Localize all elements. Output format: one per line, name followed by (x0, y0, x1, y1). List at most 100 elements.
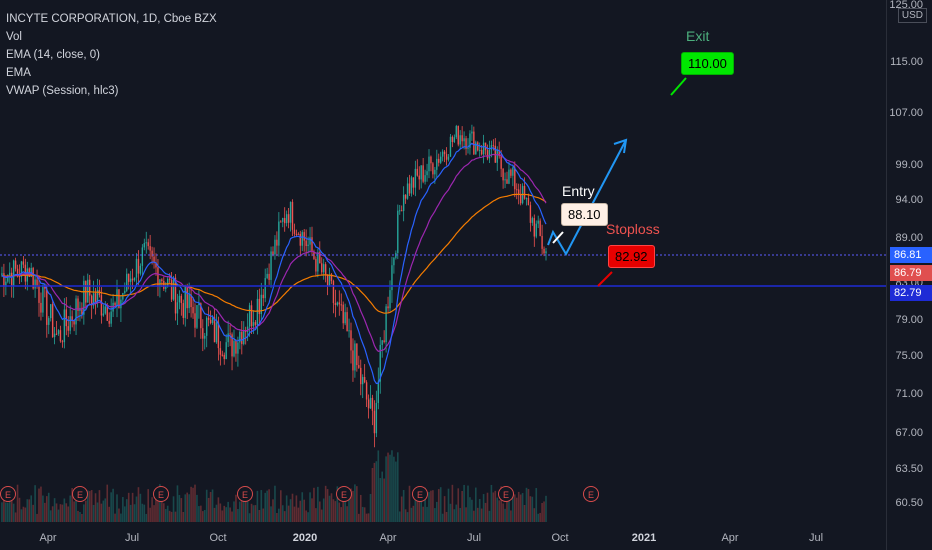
volume-bar (227, 501, 229, 522)
volume-bar (443, 496, 446, 522)
candle-body (500, 156, 502, 169)
price-axis[interactable]: USD 125.00 115.00 107.00 99.00 94.00 89.… (886, 0, 932, 550)
candle-body (525, 198, 528, 200)
candle-body (301, 232, 303, 246)
time-tick: Apr (39, 532, 57, 544)
candle-body (207, 317, 210, 320)
currency-label[interactable]: USD (897, 8, 927, 23)
candle-body (73, 321, 75, 325)
earnings-icon[interactable]: E (72, 486, 88, 502)
candle-body (287, 214, 290, 223)
volume-bar (358, 513, 360, 522)
candle-body (102, 313, 105, 316)
candle-body (377, 381, 379, 403)
candle-body (237, 342, 239, 354)
volume-bar (254, 505, 257, 522)
indicator-vwap[interactable]: VWAP (Session, hlc3) (6, 85, 119, 97)
stoploss-value-box[interactable]: 82.92 (608, 245, 655, 268)
candle-body (204, 335, 206, 339)
volume-bar (114, 513, 116, 522)
candle-body (479, 150, 481, 152)
earnings-icon[interactable]: E (498, 486, 514, 502)
exit-value-box[interactable]: 110.00 (681, 52, 734, 75)
volume-bar (510, 510, 512, 522)
candle-body (252, 322, 255, 327)
volume-bar (424, 487, 426, 522)
volume-bar (276, 512, 278, 522)
candle-body (317, 252, 319, 272)
price-tick: 89.00 (895, 232, 923, 244)
candle-body (389, 290, 391, 309)
earnings-icon[interactable]: E (237, 486, 253, 502)
volume-bar (283, 511, 286, 522)
candle-body (367, 399, 370, 409)
candle-body (328, 274, 331, 287)
volume-bar (467, 485, 469, 522)
volume-bar (215, 504, 218, 522)
volume-bar (363, 507, 366, 522)
volume-bar (330, 493, 333, 522)
candle-body (512, 167, 514, 176)
symbol-title[interactable]: INCYTE CORPORATION, 1D, Cboe BZX (6, 13, 217, 25)
candle-body (326, 275, 329, 287)
candle-body (350, 330, 352, 351)
time-axis[interactable]: Apr Jul Oct 2020 Apr Jul Oct 2021 Apr Ju… (0, 522, 886, 550)
price-tick: 75.00 (895, 350, 923, 362)
volume-bar (295, 495, 298, 522)
volume-bar (198, 506, 200, 522)
price-tick: 115.00 (890, 56, 923, 68)
candle-body (358, 365, 360, 368)
earnings-icon[interactable]: E (153, 486, 169, 502)
volume-bar (478, 499, 481, 522)
candle-body (229, 333, 231, 335)
volume-bar (320, 509, 323, 522)
candle-body (393, 257, 395, 266)
volume-bar (231, 511, 233, 522)
time-tick: 2021 (631, 532, 657, 544)
volume-bar (297, 507, 300, 522)
entry-pointer (552, 231, 564, 244)
candle-body (406, 183, 409, 199)
volume-bar (46, 496, 48, 522)
candle-body (319, 252, 321, 264)
candle-body (65, 309, 67, 327)
candle-body (42, 284, 44, 313)
candle-body (89, 279, 91, 296)
volume-bar (324, 485, 327, 522)
volume-bar (488, 510, 491, 522)
entry-value-box[interactable]: 88.10 (561, 203, 608, 226)
indicator-ema14[interactable]: EMA (14, close, 0) (6, 49, 100, 61)
projection-arrow[interactable] (547, 139, 627, 257)
volume-bar (387, 452, 389, 522)
candle-body (155, 262, 157, 268)
earnings-icon[interactable]: E (0, 486, 16, 502)
volume-bar (361, 506, 364, 522)
candle-body (529, 205, 532, 223)
volume-bar (529, 496, 532, 522)
volume-bar (463, 484, 465, 522)
volume-bar (83, 504, 85, 522)
candle-body (100, 295, 103, 316)
volume-bar (252, 505, 255, 522)
volume-bar (172, 496, 175, 522)
volume-bar (334, 501, 337, 522)
earnings-icon[interactable]: E (336, 486, 352, 502)
earnings-icon[interactable]: E (583, 486, 599, 502)
volume-bar (149, 507, 151, 522)
candle-body (518, 189, 520, 195)
volume-bar (475, 487, 477, 522)
volume-bar (287, 505, 290, 522)
volume-bar (153, 505, 155, 522)
indicator-ema[interactable]: EMA (6, 67, 31, 79)
volume-bar (371, 467, 374, 522)
candle-body (167, 278, 169, 286)
candle-body (438, 158, 440, 163)
price-chart[interactable] (0, 0, 886, 522)
candle-body (399, 210, 401, 212)
candle-body (492, 145, 495, 147)
volume-bar (190, 486, 192, 522)
volume-bar (207, 497, 210, 522)
indicator-vol[interactable]: Vol (6, 31, 22, 43)
volume-bar (432, 490, 434, 522)
earnings-icon[interactable]: E (412, 486, 428, 502)
